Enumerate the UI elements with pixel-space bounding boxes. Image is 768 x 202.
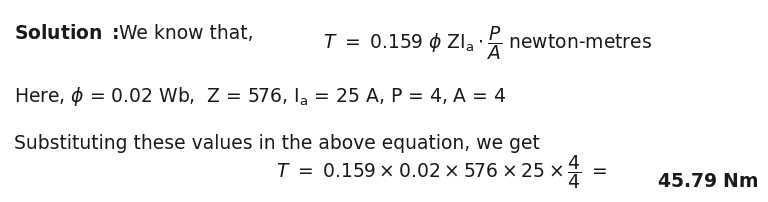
Text: We know that,: We know that, — [119, 24, 253, 43]
Text: $T\ =\ 0.159\times 0.02\times 576\times 25\times\dfrac{4}{4}\ =\ $: $T\ =\ 0.159\times 0.02\times 576\times … — [276, 152, 607, 190]
Text: $T\ =\ 0.159\ \phi\ \mathrm{ZI_a}\cdot\dfrac{P}{A}\ \mathrm{newton\text{-}metres: $T\ =\ 0.159\ \phi\ \mathrm{ZI_a}\cdot\d… — [323, 24, 651, 62]
Text: Here, $\phi$ = 0.02 Wb,  Z = 576, I$_{\mathrm{a}}$ = 25 A, P = 4, A = 4: Here, $\phi$ = 0.02 Wb, Z = 576, I$_{\ma… — [14, 85, 506, 108]
Text: Substituting these values in the above equation, we get: Substituting these values in the above e… — [14, 133, 540, 152]
Text: $\mathbf{45.79\ Nm}$: $\mathbf{45.79\ Nm}$ — [657, 171, 758, 190]
Text: $\mathbf{Solution\ :}$: $\mathbf{Solution\ :}$ — [14, 24, 119, 43]
